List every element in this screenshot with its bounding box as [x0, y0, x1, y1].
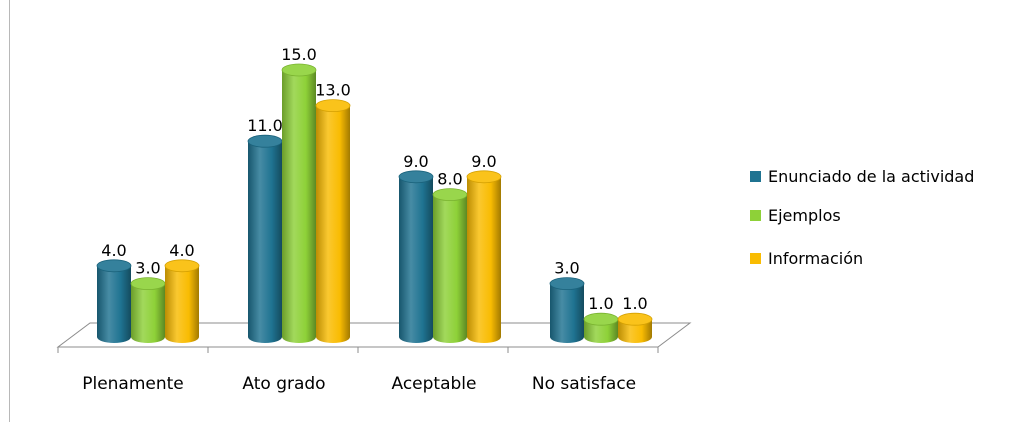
data-label: 1.0 — [588, 294, 613, 313]
legend-item: Ejemplos — [750, 206, 841, 225]
bar-informaci-n-0 — [164, 259, 200, 343]
data-label: 4.0 — [101, 241, 126, 260]
legend-label: Ejemplos — [768, 206, 841, 225]
bar-enunciado-de-la-actividad-2 — [398, 170, 434, 343]
legend-label: Información — [768, 249, 863, 268]
legend-label: Enunciado de la actividad — [768, 167, 974, 186]
bar-enunciado-de-la-actividad-0 — [96, 259, 132, 343]
category-label: Plenamente — [82, 374, 184, 394]
data-label: 9.0 — [403, 152, 428, 171]
legend-swatch — [750, 171, 761, 182]
legend-item: Información — [750, 249, 863, 268]
legend-item: Enunciado de la actividad — [750, 167, 974, 186]
category-label: Ato grado — [242, 374, 325, 394]
legend-swatch — [750, 210, 761, 221]
data-label: 3.0 — [554, 259, 579, 278]
bar-ejemplos-3 — [583, 312, 619, 343]
bar-ejemplos-2 — [432, 188, 468, 343]
bar-enunciado-de-la-actividad-1 — [247, 134, 283, 343]
data-label: 9.0 — [471, 152, 496, 171]
bar-informaci-n-2 — [466, 170, 502, 343]
bar-informaci-n-3 — [617, 312, 653, 343]
bar-ejemplos-0 — [130, 277, 166, 343]
chart-frame — [9, 0, 1018, 422]
data-label: 11.0 — [247, 116, 283, 135]
bar-informaci-n-1 — [315, 99, 351, 343]
legend-swatch — [750, 253, 761, 264]
data-label: 4.0 — [169, 241, 194, 260]
data-label: 3.0 — [135, 259, 160, 278]
bar-enunciado-de-la-actividad-3 — [549, 277, 585, 343]
data-label: 1.0 — [622, 294, 647, 313]
category-label: No satisface — [532, 374, 636, 394]
data-label: 13.0 — [315, 81, 351, 100]
category-label: Aceptable — [392, 374, 477, 394]
data-label: 8.0 — [437, 170, 462, 189]
data-label: 15.0 — [281, 45, 317, 64]
bar-ejemplos-1 — [281, 63, 317, 343]
